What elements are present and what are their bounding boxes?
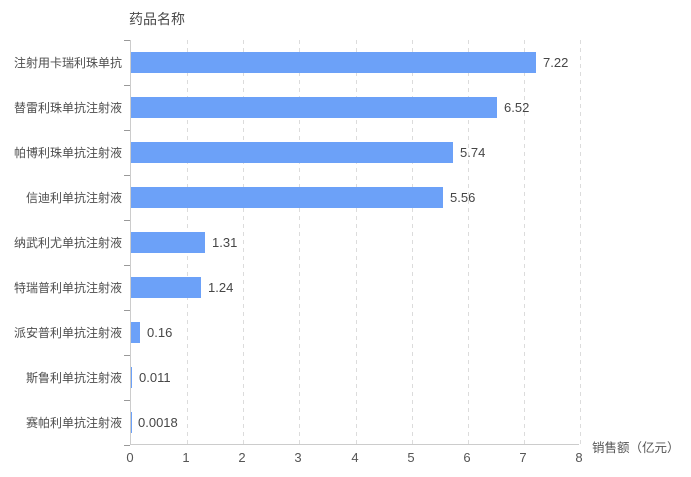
y-axis-label: 赛帕利单抗注射液 (25, 416, 122, 430)
y-axis-label: 特瑞普利单抗注射液 (13, 281, 122, 295)
x-axis-tick-label: 1 (182, 450, 190, 465)
x-axis-title: 销售额（亿元） (592, 441, 680, 455)
gridline (468, 40, 469, 445)
x-axis-tick-label: 2 (238, 450, 246, 465)
bar-value-label: 6.52 (504, 100, 530, 115)
gridline (299, 40, 300, 445)
x-axis-tick-label: 3 (294, 450, 302, 465)
y-axis-tick (124, 265, 130, 266)
x-axis-tick-label: 8 (575, 450, 583, 465)
bar-value-label: 0.011 (139, 370, 171, 385)
x-axis-tick-label: 4 (351, 450, 359, 465)
y-axis-tick (124, 175, 130, 176)
x-axis-tick-label: 5 (407, 450, 415, 465)
bar (131, 277, 201, 298)
bar (131, 97, 497, 118)
bar-value-label: 0.16 (147, 325, 173, 340)
y-axis-label: 斯鲁利单抗注射液 (25, 371, 122, 385)
bar-value-label: 1.24 (208, 280, 234, 295)
bar (131, 367, 132, 388)
bar (131, 142, 454, 163)
y-axis-tick (124, 400, 130, 401)
gridline (524, 40, 525, 445)
y-axis-label: 纳武利尤单抗注射液 (13, 236, 122, 250)
y-axis-tick (124, 40, 130, 41)
gridline (580, 40, 581, 445)
y-axis-label: 派安普利单抗注射液 (13, 326, 122, 340)
bar-value-label: 1.31 (212, 235, 238, 250)
y-axis-label: 替雷利珠单抗注射液 (13, 101, 122, 115)
bar (131, 232, 205, 253)
bar (131, 52, 537, 73)
bar-value-label: 5.74 (460, 145, 486, 160)
gridline (356, 40, 357, 445)
x-axis-tick-label: 0 (126, 450, 134, 465)
y-axis-tick (124, 220, 130, 221)
y-axis-tick (124, 355, 130, 356)
gridline (412, 40, 413, 445)
y-axis-tick (124, 85, 130, 86)
gridline (243, 40, 244, 445)
bar (131, 322, 140, 343)
x-axis-tick-label: 7 (519, 450, 527, 465)
y-axis-tick (124, 445, 130, 446)
y-axis-label: 帕博利珠单抗注射液 (13, 146, 122, 160)
bar-value-label: 5.56 (450, 190, 476, 205)
y-axis-tick (124, 130, 130, 131)
y-axis-tick (124, 310, 130, 311)
bar-value-label: 0.0018 (138, 415, 178, 430)
y-axis-title: 药品名称 (129, 11, 185, 27)
y-axis-label: 信迪利单抗注射液 (25, 191, 122, 205)
bar (131, 187, 444, 208)
x-axis-tick-label: 6 (463, 450, 471, 465)
y-axis-label: 注射用卡瑞利珠单抗 (13, 56, 122, 70)
bar-value-label: 7.22 (543, 55, 569, 70)
